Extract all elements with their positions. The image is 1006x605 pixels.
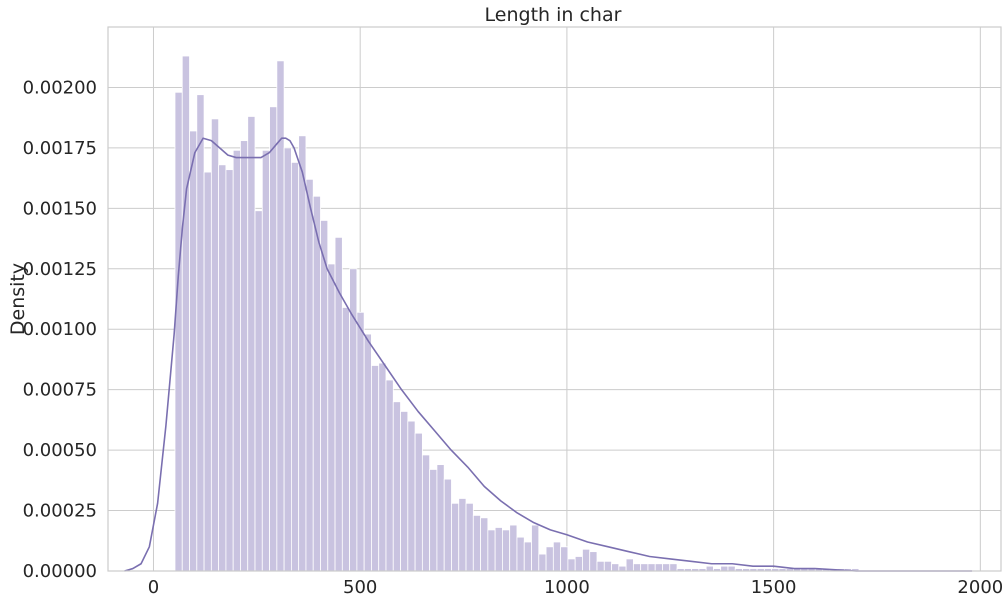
histogram-bar bbox=[669, 563, 678, 572]
histogram-bar bbox=[305, 178, 314, 572]
y-tick-label: 0.00150 bbox=[23, 198, 97, 219]
x-tick-label: 500 bbox=[343, 577, 377, 598]
histogram-bar bbox=[552, 541, 562, 572]
histogram-bar bbox=[196, 94, 205, 572]
histogram-bar bbox=[378, 362, 387, 572]
histogram-bar bbox=[574, 556, 583, 572]
histogram-bar bbox=[312, 195, 321, 572]
histogram-bar bbox=[589, 551, 598, 572]
y-tick-label: 0.00075 bbox=[23, 380, 97, 401]
histogram-bar bbox=[240, 140, 249, 572]
x-tick-label: 1500 bbox=[751, 577, 797, 598]
y-axis-ticks: 0.00000 0.00025 0.00050 0.00075 0.00100 0.001… bbox=[23, 77, 97, 582]
histogram-bar bbox=[451, 502, 460, 572]
histogram-bar bbox=[705, 565, 714, 572]
histogram-bar bbox=[247, 116, 256, 572]
histogram-bar bbox=[429, 469, 438, 572]
histogram-bar bbox=[472, 514, 481, 572]
histogram-bar bbox=[392, 401, 401, 572]
histogram-bar bbox=[421, 454, 431, 572]
histogram-bar bbox=[560, 546, 569, 572]
histogram-bar bbox=[662, 563, 671, 572]
y-tick-label: 0.00000 bbox=[23, 561, 97, 582]
histogram-bar bbox=[283, 147, 292, 572]
histogram-bar bbox=[443, 478, 452, 572]
histogram-bar bbox=[371, 365, 380, 572]
histogram-bar bbox=[502, 529, 511, 572]
kde-line bbox=[124, 137, 973, 572]
histogram-bar bbox=[298, 135, 307, 572]
histogram-bar bbox=[720, 565, 729, 572]
histogram-bar bbox=[320, 220, 329, 572]
histogram-bar bbox=[407, 420, 416, 572]
histogram-bar bbox=[611, 563, 620, 572]
y-tick-label: 0.00200 bbox=[23, 77, 97, 98]
histogram-bar bbox=[567, 558, 576, 572]
y-tick-label: 0.00050 bbox=[23, 440, 97, 461]
y-tick-label: 0.00125 bbox=[23, 259, 97, 280]
histogram-bar bbox=[647, 563, 656, 572]
histogram-bar bbox=[625, 558, 634, 572]
x-tick-label: 0 bbox=[148, 577, 159, 598]
histogram-bar bbox=[727, 565, 736, 572]
histogram-bar bbox=[203, 171, 212, 572]
histogram-bar bbox=[356, 311, 365, 572]
histogram-bar bbox=[509, 524, 518, 572]
histogram-bars bbox=[174, 55, 860, 572]
histogram-bar bbox=[254, 210, 263, 572]
histogram-bar bbox=[516, 536, 525, 572]
histogram-bar bbox=[538, 553, 547, 572]
histogram-bar bbox=[232, 149, 241, 572]
x-axis-ticks: 0 500 1000 1500 2000 bbox=[148, 577, 1003, 598]
histogram-bar bbox=[363, 333, 372, 572]
histogram-bar bbox=[494, 527, 503, 572]
histogram-bar bbox=[174, 91, 183, 572]
plot-border bbox=[107, 26, 1002, 572]
y-tick-label: 0.00175 bbox=[23, 138, 97, 159]
histogram-bar bbox=[632, 563, 642, 572]
histogram-bar bbox=[181, 55, 190, 572]
chart-title: Length in char bbox=[485, 4, 622, 26]
histogram-bar bbox=[487, 529, 496, 572]
histogram-bar bbox=[341, 307, 351, 572]
kde-curve bbox=[124, 137, 973, 572]
histogram-bar bbox=[261, 149, 270, 572]
histogram-bar bbox=[414, 432, 423, 572]
histogram-bar bbox=[545, 546, 554, 572]
histogram-bar bbox=[276, 60, 285, 572]
histogram-bar bbox=[436, 464, 445, 572]
x-tick-label: 2000 bbox=[957, 577, 1003, 598]
histogram-bar bbox=[385, 379, 394, 572]
histogram-bar bbox=[218, 164, 227, 572]
y-tick-label: 0.00100 bbox=[23, 319, 97, 340]
histogram-bar bbox=[269, 106, 278, 572]
histogram-bar bbox=[654, 563, 663, 572]
histogram-bar bbox=[225, 169, 234, 572]
histogram-bar bbox=[480, 517, 489, 572]
histogram-bar bbox=[210, 118, 220, 572]
histogram-bar bbox=[582, 548, 591, 572]
histogram-bar bbox=[523, 541, 532, 572]
histogram-bar bbox=[458, 498, 467, 572]
histogram-bar bbox=[400, 411, 409, 572]
y-tick-label: 0.00025 bbox=[23, 501, 97, 522]
histogram-bar bbox=[189, 130, 198, 572]
histogram-bar bbox=[640, 563, 649, 572]
histogram-bar bbox=[465, 502, 474, 572]
histogram-bar bbox=[290, 161, 300, 572]
histogram-bar bbox=[603, 560, 612, 572]
x-tick-label: 1000 bbox=[544, 577, 590, 598]
histogram-bar bbox=[596, 560, 605, 572]
histogram-bar bbox=[618, 565, 627, 572]
histogram-bar bbox=[531, 524, 540, 572]
histogram-bar bbox=[327, 263, 336, 572]
y-axis-title: Density bbox=[7, 263, 29, 335]
